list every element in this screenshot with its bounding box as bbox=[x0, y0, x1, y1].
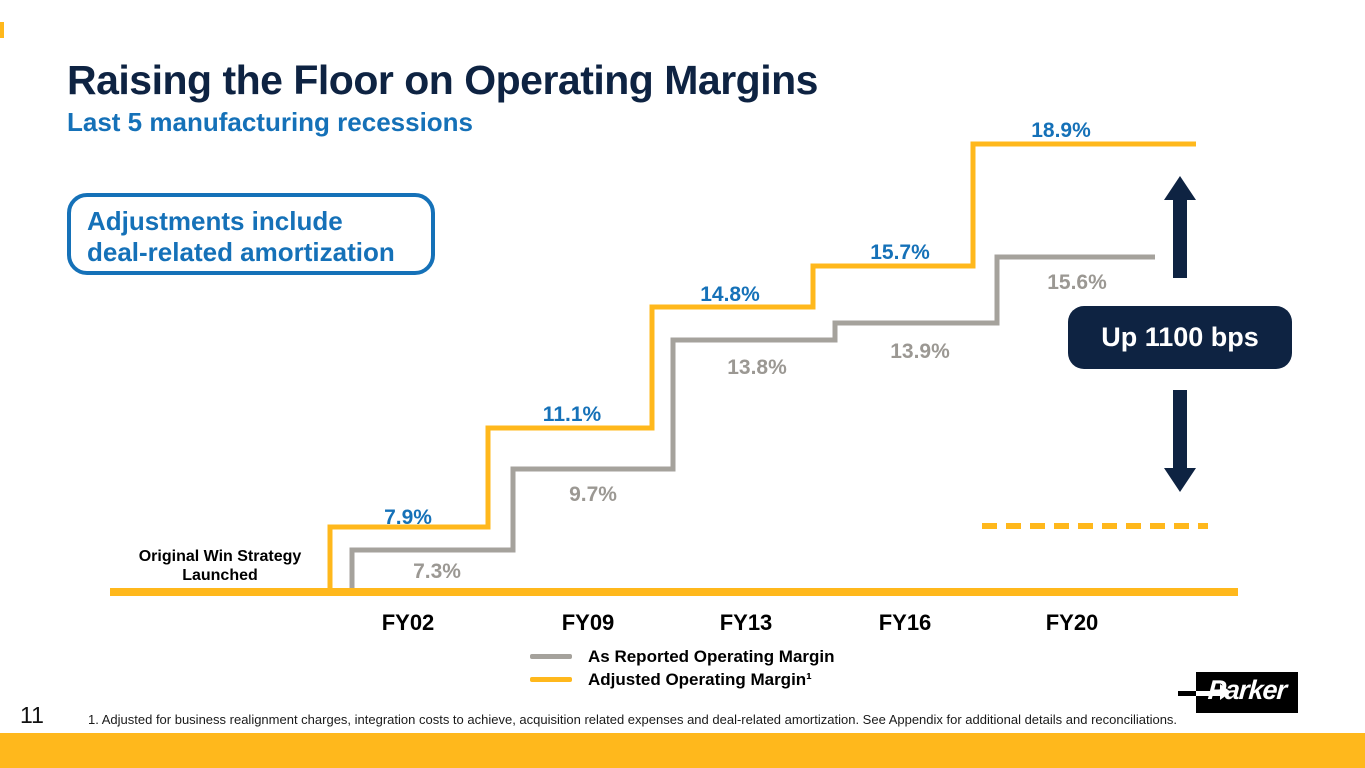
parker-logo: Parker bbox=[1178, 672, 1298, 713]
page-subtitle: Last 5 manufacturing recessions bbox=[67, 107, 474, 137]
legend-row-reported: As Reported Operating Margin bbox=[530, 645, 835, 668]
delta-badge: Up 1100 bps bbox=[1068, 306, 1292, 369]
callout-text: Adjustments include deal-related amortiz… bbox=[87, 206, 395, 267]
data-label-adjusted-fy16: 15.7% bbox=[870, 241, 930, 264]
legend-label-adjusted: Adjusted Operating Margin¹ bbox=[588, 669, 812, 689]
legend-label-reported: As Reported Operating Margin bbox=[588, 646, 835, 666]
parker-logo-text: Parker bbox=[1206, 675, 1288, 705]
bottom-accent-bar bbox=[0, 733, 1365, 768]
chart-legend: As Reported Operating Margin Adjusted Op… bbox=[530, 645, 835, 691]
reported-line-swatch-icon bbox=[530, 654, 572, 659]
series-line-reported bbox=[349, 254, 1155, 592]
x-axis-label-fy20: FY20 bbox=[1045, 610, 1099, 635]
legend-row-adjusted: Adjusted Operating Margin¹ bbox=[530, 668, 835, 691]
callout-box: Adjustments include deal-related amortiz… bbox=[67, 193, 435, 275]
up-arrow-icon bbox=[1164, 176, 1196, 278]
page-title: Raising the Floor on Operating Margins bbox=[67, 57, 818, 103]
x-axis-label-fy09: FY09 bbox=[561, 610, 615, 635]
adjusted-line-swatch-icon bbox=[530, 677, 572, 682]
data-label-adjusted-fy20: 18.9% bbox=[1031, 119, 1091, 142]
footnote: 1. Adjusted for business realignment cha… bbox=[88, 712, 1178, 727]
data-label-reported-fy16: 13.9% bbox=[890, 340, 950, 363]
parker-logo-arrow-shaft bbox=[1196, 691, 1222, 696]
x-axis-label-fy02: FY02 bbox=[381, 610, 435, 635]
parker-logo-box: Parker bbox=[1196, 672, 1298, 713]
x-axis-label-fy16: FY16 bbox=[878, 610, 932, 635]
slide-edge-accent bbox=[0, 22, 4, 38]
data-label-reported-fy02: 7.3% bbox=[413, 560, 461, 583]
launch-annotation: Original Win Strategy Launched bbox=[138, 548, 302, 584]
data-label-adjusted-fy02: 7.9% bbox=[384, 506, 432, 529]
data-label-adjusted-fy13: 14.8% bbox=[700, 283, 760, 306]
x-axis-label-fy13: FY13 bbox=[719, 610, 773, 635]
data-label-reported-fy13: 13.8% bbox=[727, 356, 787, 379]
parker-logo-arrow-tail bbox=[1178, 691, 1200, 696]
series-line-adjusted bbox=[327, 141, 1196, 592]
down-arrow-icon bbox=[1164, 390, 1196, 492]
data-label-reported-fy09: 9.7% bbox=[569, 483, 617, 506]
data-label-adjusted-fy09: 11.1% bbox=[542, 403, 602, 426]
parker-logo-arrow-head-icon bbox=[1220, 684, 1231, 700]
data-label-reported-fy20: 15.6% bbox=[1047, 271, 1107, 294]
series-lines-group bbox=[327, 141, 1196, 592]
page-number: 11 bbox=[20, 702, 44, 728]
